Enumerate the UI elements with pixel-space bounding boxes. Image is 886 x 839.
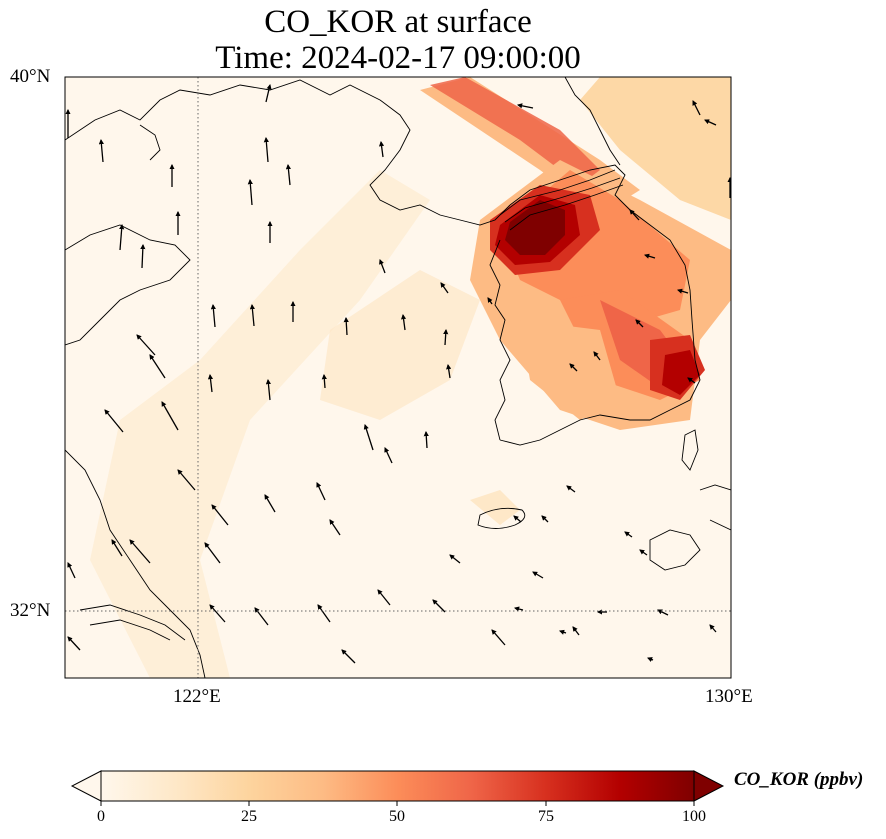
wind-arrow xyxy=(377,589,391,606)
wind-arrow xyxy=(285,163,292,186)
colorbar-tick-0: 0 xyxy=(97,808,105,825)
wind-arrow xyxy=(317,604,331,623)
wind-arrow xyxy=(379,259,386,274)
wind-arrow xyxy=(446,363,452,379)
concentration-field xyxy=(90,77,731,678)
colorbar-extend-max xyxy=(693,770,725,802)
wind-arrow xyxy=(443,328,449,346)
wind-arrow xyxy=(491,629,506,646)
lon-tick-122: 122°E xyxy=(173,686,221,707)
wind-arrow xyxy=(316,482,326,501)
colorbar-extend-min xyxy=(70,770,102,802)
wind-vectors xyxy=(65,83,731,664)
wind-arrow xyxy=(639,549,648,556)
wind-arrow xyxy=(692,100,701,116)
colorbar xyxy=(70,770,725,806)
wind-arrow xyxy=(321,373,327,389)
wind-arrow xyxy=(67,636,81,651)
wind-arrow xyxy=(400,313,407,331)
chart-title-line2: Time: 2024-02-17 09:00:00 xyxy=(215,40,581,76)
wind-arrow xyxy=(432,599,446,613)
wind-arrow xyxy=(532,571,544,579)
wind-arrow xyxy=(647,657,654,662)
wind-arrow xyxy=(516,103,534,109)
wind-arrow xyxy=(247,178,253,206)
wind-arrow xyxy=(644,253,656,259)
lat-tick-32: 32°N xyxy=(10,600,51,621)
map-frame xyxy=(64,76,732,679)
wind-arrow xyxy=(104,409,124,433)
colorbar-tick-50: 50 xyxy=(389,808,405,825)
wind-arrow xyxy=(593,351,601,361)
wind-arrow xyxy=(572,626,580,636)
wind-arrow xyxy=(98,138,104,163)
wind-arrow xyxy=(687,377,696,384)
wind-arrow xyxy=(119,223,125,251)
wind-arrow xyxy=(559,629,567,635)
wind-arrow xyxy=(140,243,146,269)
wind-arrow xyxy=(635,319,644,328)
wind-arrow xyxy=(265,378,272,401)
chart-title-line1: CO_KOR at surface xyxy=(264,4,532,40)
wind-arrow xyxy=(129,539,151,564)
colorbar-tick-75: 75 xyxy=(538,808,554,825)
wind-arrow xyxy=(566,485,576,493)
wind-arrow xyxy=(209,604,226,623)
wind-arrow xyxy=(341,649,356,664)
wind-arrow xyxy=(513,606,524,612)
wind-arrow xyxy=(211,504,229,526)
wind-arrow xyxy=(177,469,196,491)
wind-arrow xyxy=(487,297,493,305)
colorbar-label: CO_KOR (ppbv) xyxy=(734,769,864,790)
lat-tick-40: 40°N xyxy=(10,66,51,87)
wind-arrow xyxy=(67,562,76,579)
map-plot-area xyxy=(65,77,731,678)
wind-arrow xyxy=(677,288,689,294)
wind-arrow xyxy=(265,83,272,103)
wind-arrow xyxy=(629,209,640,221)
wind-arrow xyxy=(343,316,349,336)
wind-arrow xyxy=(329,519,341,536)
wind-arrow xyxy=(709,624,717,633)
wind-arrow xyxy=(363,424,374,451)
wind-arrow xyxy=(263,136,269,163)
colorbar-gradient xyxy=(101,771,694,801)
lon-tick-130: 130°E xyxy=(705,686,753,707)
colorbar-tick-100: 100 xyxy=(682,808,706,825)
wind-arrow xyxy=(513,515,522,523)
wind-arrow xyxy=(423,430,429,449)
wind-arrow xyxy=(704,119,717,126)
wind-arrow xyxy=(378,140,385,158)
colorbar-tick-25: 25 xyxy=(241,808,257,825)
wind-arrow xyxy=(541,515,549,523)
wind-arrow xyxy=(161,401,179,431)
wind-arrow xyxy=(569,363,578,372)
wind-arrow xyxy=(210,303,216,328)
wind-arrow xyxy=(207,373,214,393)
wind-arrow xyxy=(449,554,461,564)
wind-arrow xyxy=(624,531,633,538)
wind-arrow xyxy=(149,354,166,379)
wind-arrow xyxy=(440,282,449,294)
wind-arrow xyxy=(249,303,255,327)
boundary-lines xyxy=(499,169,624,231)
wind-arrow xyxy=(384,447,393,464)
wind-arrow xyxy=(136,334,156,356)
coastlines xyxy=(65,77,731,678)
wind-arrow xyxy=(204,542,221,564)
wind-arrow xyxy=(657,609,669,616)
wind-arrow xyxy=(111,539,123,557)
wind-arrow xyxy=(264,494,276,513)
